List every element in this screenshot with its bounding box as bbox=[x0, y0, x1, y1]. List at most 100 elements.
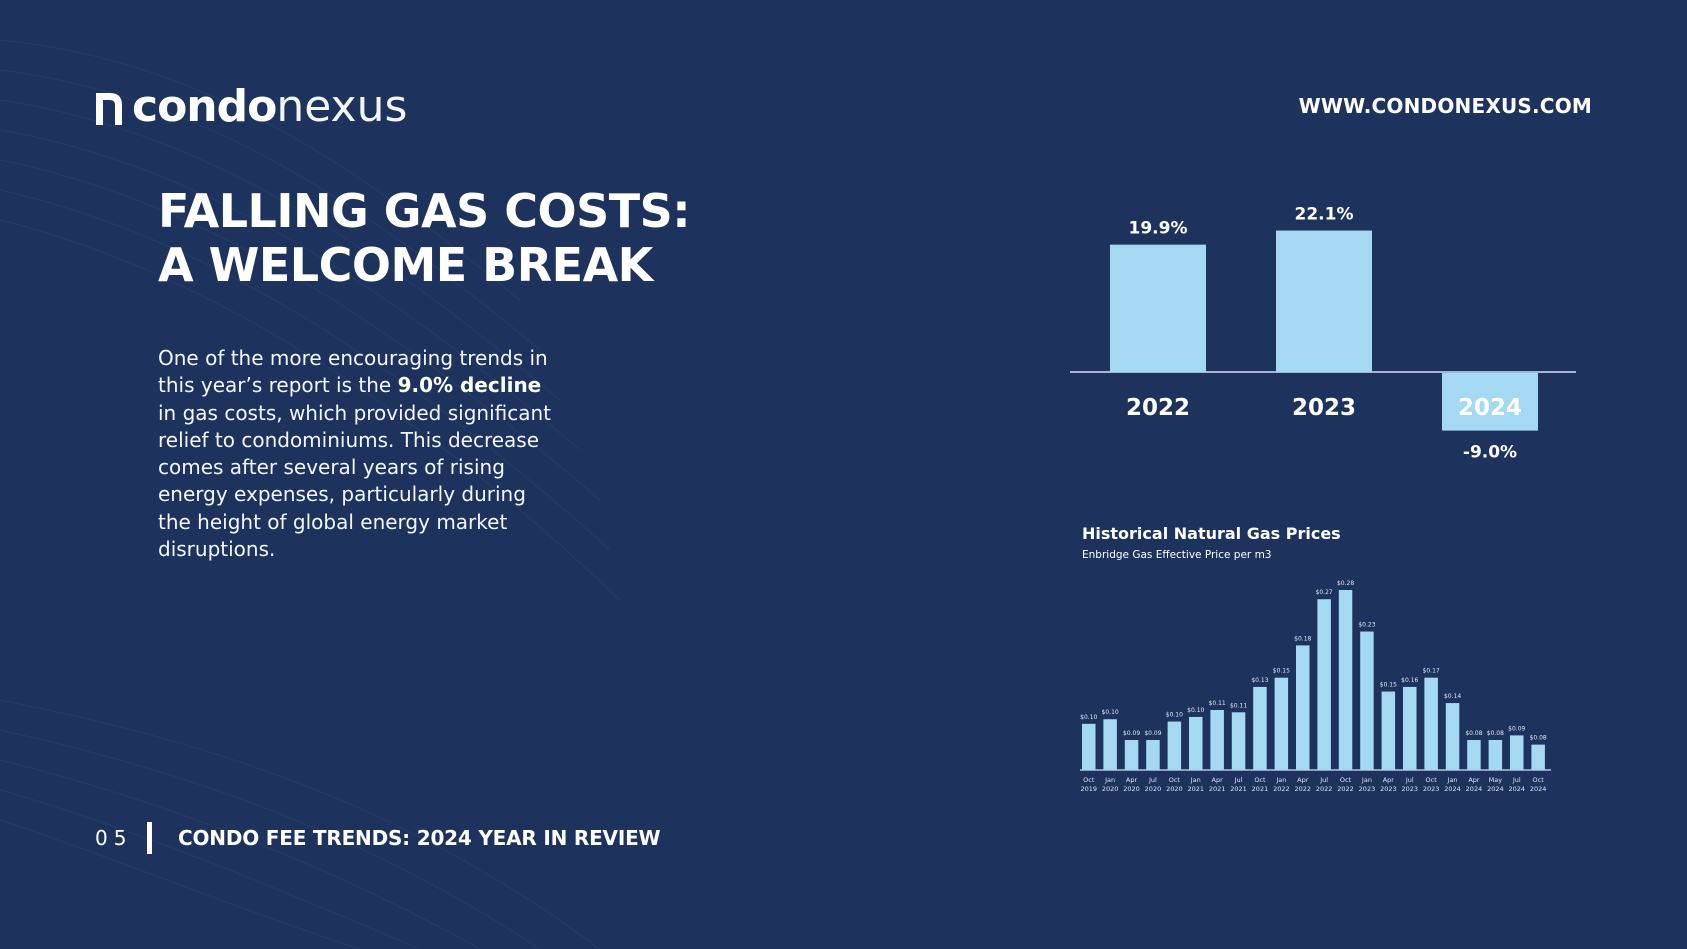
tick-label-year: 2020 bbox=[1166, 785, 1183, 793]
tick-label-year: 2024 bbox=[1466, 785, 1483, 793]
value-label: $0.10 bbox=[1102, 709, 1119, 716]
tick-label-year: 2020 bbox=[1102, 785, 1119, 793]
bar-jan-2023 bbox=[1360, 631, 1374, 770]
value-label: $0.13 bbox=[1251, 677, 1268, 684]
bar-2024 bbox=[1442, 373, 1538, 431]
category-label-2024: 2024 bbox=[1458, 395, 1522, 421]
tick-label-month: Apr bbox=[1468, 776, 1480, 784]
bar-oct-2024 bbox=[1531, 744, 1545, 770]
tick-label-year: 2021 bbox=[1209, 785, 1226, 793]
bar-apr-2023 bbox=[1381, 691, 1396, 770]
bar-apr-2024 bbox=[1467, 740, 1481, 770]
body-text-highlight: 9.0% decline bbox=[397, 373, 542, 398]
value-label: $0.09 bbox=[1508, 725, 1525, 732]
tick-label-month: Apr bbox=[1126, 776, 1138, 784]
tick-label-month: May bbox=[1489, 776, 1503, 784]
value-label: $0.09 bbox=[1144, 730, 1161, 737]
value-label: $0.14 bbox=[1444, 693, 1461, 700]
tick-label-year: 2022 bbox=[1337, 785, 1354, 793]
brand-logo[interactable]: condo nexus bbox=[92, 82, 407, 132]
tick-label-year: 2024 bbox=[1530, 785, 1547, 793]
tick-label-month: Jul bbox=[1148, 776, 1157, 784]
tick-label-year: 2021 bbox=[1230, 785, 1247, 793]
tick-label-year: 2024 bbox=[1444, 785, 1461, 793]
value-label: $0.10 bbox=[1080, 714, 1097, 721]
tick-label-year: 2021 bbox=[1252, 785, 1269, 793]
tick-label-year: 2020 bbox=[1123, 785, 1140, 793]
tick-label-month: Jan bbox=[1361, 776, 1372, 784]
tick-label-year: 2024 bbox=[1487, 785, 1504, 793]
tick-label-month: Jul bbox=[1405, 776, 1414, 784]
bar-jul-2022 bbox=[1317, 599, 1331, 770]
category-label-2023: 2023 bbox=[1292, 395, 1356, 421]
report-title: CONDO FEE TRENDS: 2024 YEAR IN REVIEW bbox=[178, 826, 661, 850]
tick-label-month: Apr bbox=[1383, 776, 1395, 784]
bar-jan-2024 bbox=[1445, 703, 1460, 770]
historical-gas-prices-chart: Historical Natural Gas Prices Enbridge Ga… bbox=[1080, 524, 1551, 793]
tick-label-month: Jan bbox=[1275, 776, 1286, 784]
value-label: $0.15 bbox=[1273, 668, 1290, 675]
tick-label-year: 2019 bbox=[1080, 785, 1097, 793]
bar-oct-2021 bbox=[1253, 686, 1267, 770]
bar-apr-2020 bbox=[1124, 740, 1139, 770]
bar-oct-2020 bbox=[1167, 721, 1182, 770]
bar-jul-2020 bbox=[1146, 740, 1160, 770]
value-label: $0.08 bbox=[1487, 730, 1504, 737]
value-label: $0.16 bbox=[1401, 677, 1418, 684]
bar-jan-2022 bbox=[1274, 677, 1289, 770]
bar-jan-2021 bbox=[1189, 716, 1203, 770]
value-label: $0.11 bbox=[1209, 700, 1226, 707]
tick-label-month: Jan bbox=[1447, 776, 1458, 784]
value-label: $0.08 bbox=[1465, 730, 1482, 737]
value-label: $0.09 bbox=[1123, 730, 1140, 737]
tick-label-month: Oct bbox=[1254, 776, 1266, 784]
value-label: $0.18 bbox=[1294, 635, 1311, 642]
bar-oct-2022 bbox=[1338, 590, 1353, 770]
value-label: $0.10 bbox=[1166, 712, 1183, 719]
tick-label-year: 2020 bbox=[1145, 785, 1162, 793]
bar-2022 bbox=[1110, 244, 1206, 372]
body-text-before: One of the more encouraging trends in th… bbox=[158, 346, 548, 398]
tick-label-month: Jul bbox=[1512, 776, 1521, 784]
bar-apr-2022 bbox=[1296, 645, 1310, 770]
value-label: $0.23 bbox=[1358, 622, 1375, 629]
tick-label-month: Jan bbox=[1104, 776, 1115, 784]
logo-mark-icon bbox=[96, 93, 122, 125]
tick-label-year: 2022 bbox=[1294, 785, 1311, 793]
category-label-2022: 2022 bbox=[1126, 395, 1190, 421]
tick-label-month: Jul bbox=[1319, 776, 1328, 784]
tick-label-year: 2023 bbox=[1380, 785, 1397, 793]
bar-oct-2023 bbox=[1424, 677, 1438, 770]
page-title: FALLING GAS COSTS: A WELCOME BREAK bbox=[158, 184, 691, 292]
tick-label-year: 2023 bbox=[1401, 785, 1418, 793]
footer: 05 CONDO FEE TRENDS: 2024 YEAR IN REVIEW bbox=[95, 822, 661, 854]
tick-label-year: 2023 bbox=[1423, 785, 1440, 793]
tick-label-month: Jul bbox=[1234, 776, 1243, 784]
tick-label-month: Oct bbox=[1426, 776, 1438, 784]
tick-label-month: Jan bbox=[1190, 776, 1201, 784]
logo-text-light: nexus bbox=[276, 81, 408, 132]
annual-change-chart: 19.9% 2022 22.1% 2023 -9.0% 2024 bbox=[1070, 205, 1576, 463]
chart-title: Historical Natural Gas Prices bbox=[1082, 524, 1341, 543]
value-label-2022: 19.9% bbox=[1129, 219, 1188, 239]
value-label: $0.28 bbox=[1337, 580, 1354, 587]
tick-label-year: 2022 bbox=[1273, 785, 1290, 793]
value-label-2024: -9.0% bbox=[1463, 443, 1517, 463]
value-label: $0.08 bbox=[1530, 735, 1547, 742]
tick-label-year: 2024 bbox=[1508, 785, 1525, 793]
body-paragraph: One of the more encouraging trends in th… bbox=[158, 345, 558, 563]
website-link[interactable]: WWW.CONDONEXUS.COM bbox=[1298, 94, 1592, 118]
value-label: $0.17 bbox=[1423, 668, 1440, 675]
value-label: $0.27 bbox=[1316, 589, 1333, 596]
body-text-after: in gas costs, which provided significant… bbox=[158, 400, 551, 562]
tick-label-year: 2022 bbox=[1316, 785, 1333, 793]
bar-apr-2021 bbox=[1210, 710, 1224, 770]
bar-jan-2020 bbox=[1103, 719, 1117, 770]
tick-label-month: Apr bbox=[1297, 776, 1309, 784]
page-number: 05 bbox=[95, 826, 133, 850]
bar-jul-2023 bbox=[1403, 686, 1417, 770]
tick-label-year: 2023 bbox=[1359, 785, 1376, 793]
tick-label-month: Oct bbox=[1169, 776, 1181, 784]
value-label: $0.11 bbox=[1230, 702, 1247, 709]
footer-divider bbox=[147, 822, 152, 854]
